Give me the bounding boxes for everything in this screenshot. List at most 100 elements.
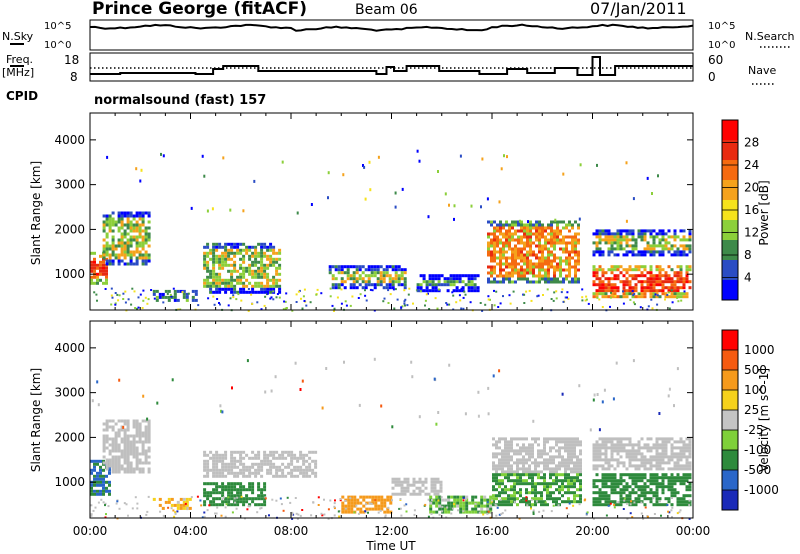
- heatmap-cell: [573, 494, 576, 498]
- heatmap-cell: [685, 271, 689, 275]
- heatmap-cell: [658, 250, 662, 254]
- heatmap-cell: [652, 283, 656, 287]
- heatmap-cell: [102, 214, 106, 218]
- heatmap-cell: [206, 509, 209, 512]
- heatmap-cell: [601, 229, 605, 233]
- colorbar-segment: [722, 490, 738, 511]
- heatmap-cell: [640, 280, 644, 284]
- heatmap-cell: [508, 241, 511, 245]
- heatmap-cell: [619, 440, 623, 444]
- heatmap-cell: [229, 297, 232, 300]
- heatmap-cell: [462, 296, 465, 299]
- heatmap-cell: [224, 254, 228, 258]
- heatmap-cell: [688, 235, 692, 239]
- heatmap-cell: [301, 379, 304, 383]
- heatmap-cell: [525, 458, 528, 462]
- heatmap-cell: [553, 229, 556, 233]
- heatmap-cell: [233, 284, 237, 288]
- heatmap-cell: [263, 304, 266, 307]
- heatmap-cell: [573, 449, 576, 453]
- heatmap-cell: [566, 291, 569, 294]
- heatmap-cell: [215, 485, 219, 489]
- heatmap-cell: [646, 250, 650, 254]
- heatmap-cell: [664, 452, 668, 456]
- heatmap-cell: [260, 272, 264, 276]
- heatmap-cell: [212, 453, 216, 457]
- heatmap-cell: [543, 485, 546, 489]
- heatmap-cell: [664, 455, 668, 459]
- heatmap-cell: [492, 452, 495, 456]
- heatmap-cell: [499, 302, 502, 305]
- heatmap-cell: [535, 238, 538, 242]
- heatmap-cell: [212, 482, 216, 486]
- heatmap-cell: [260, 503, 264, 507]
- heatmap-cell: [567, 437, 570, 441]
- heatmap-cell: [373, 283, 377, 287]
- heatmap-cell: [117, 220, 121, 224]
- heatmap-cell: [628, 289, 632, 293]
- heatmap-cell: [619, 479, 623, 483]
- heatmap-cell: [138, 217, 142, 221]
- heatmap-cell: [577, 256, 580, 260]
- heatmap-cell: [559, 241, 562, 245]
- heatmap-cell: [233, 450, 237, 454]
- heatmap-cell: [604, 473, 608, 477]
- heatmap-cell: [676, 461, 680, 465]
- heatmap-cell: [465, 510, 469, 514]
- heatmap-cell: [673, 455, 677, 459]
- heatmap-cell: [476, 274, 480, 278]
- heatmap-cell: [111, 458, 115, 462]
- heatmap-cell: [253, 179, 256, 183]
- heatmap-cell: [505, 223, 508, 227]
- heatmap-cell: [303, 288, 306, 291]
- heatmap-cell: [615, 361, 618, 365]
- heatmap-cell: [263, 459, 267, 463]
- heatmap-cell: [212, 260, 216, 264]
- heatmap-cell: [377, 507, 381, 511]
- heatmap-cell: [251, 263, 255, 267]
- heatmap-cell: [142, 289, 145, 292]
- heatmap-cell: [550, 235, 553, 239]
- heatmap-cell: [111, 262, 115, 266]
- heatmap-cell: [604, 229, 608, 233]
- heatmap-cell: [676, 479, 680, 483]
- heatmap-cell: [215, 456, 219, 460]
- heatmap-cell: [215, 482, 219, 486]
- heatmap-cell: [295, 512, 298, 515]
- heatmap-cell: [574, 247, 577, 251]
- heatmap-cell: [658, 476, 662, 480]
- heatmap-cell: [355, 280, 359, 284]
- heatmap-cell: [336, 296, 339, 299]
- heatmap-cell: [595, 229, 599, 233]
- heatmap-cell: [685, 476, 689, 480]
- heatmap-cell: [242, 287, 246, 291]
- heatmap-cell: [227, 254, 231, 258]
- heatmap-cell: [224, 497, 228, 501]
- heatmap-cell: [209, 494, 213, 498]
- heatmap-cell: [655, 244, 659, 248]
- heatmap-cell: [138, 428, 142, 432]
- heatmap-cell: [430, 512, 433, 515]
- colorbar-tick-label: 20: [744, 181, 759, 195]
- heatmap-cell: [507, 449, 510, 453]
- colorbar-tick-label: -1000: [744, 483, 779, 497]
- heatmap-cell: [553, 280, 556, 284]
- heatmap-cell: [682, 455, 686, 459]
- heatmap-cell: [467, 280, 471, 284]
- heatmap-cell: [138, 214, 142, 218]
- heatmap-cell: [541, 250, 544, 254]
- heatmap-cell: [397, 268, 401, 272]
- heatmap-cell: [571, 247, 574, 251]
- heatmap-cell: [595, 467, 599, 471]
- heatmap-cell: [610, 479, 614, 483]
- heatmap-cell: [552, 461, 555, 465]
- heatmap-cell: [201, 154, 204, 158]
- heatmap-cell: [203, 462, 207, 466]
- heatmap-cell: [111, 446, 115, 450]
- heatmap-cell: [333, 507, 336, 510]
- heatmap-cell: [568, 241, 571, 245]
- heatmap-cell: [290, 462, 294, 466]
- heatmap-cell: [610, 491, 614, 495]
- heatmap-cell: [685, 253, 689, 257]
- heatmap-cell: [632, 301, 635, 304]
